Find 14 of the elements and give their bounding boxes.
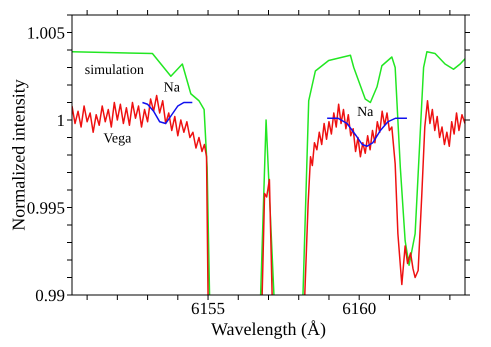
y-tick-label: 0.995 [26, 198, 65, 218]
x-axis-title: Wavelength (Å) [210, 319, 326, 339]
series-label: simulation [84, 63, 144, 78]
y-tick-label: 0.99 [35, 286, 65, 306]
series-label: Vega [103, 131, 132, 146]
annotation: Na [357, 105, 374, 120]
y-axis-title: Normalized intensity [8, 79, 28, 231]
y-tick-label: 1.005 [26, 24, 65, 43]
line-series [142, 102, 194, 124]
x-tick-label: 6160 [342, 299, 376, 318]
annotation: Na [164, 80, 181, 96]
x-tick-label: 6155 [191, 299, 226, 318]
y-tick-label: 1 [56, 111, 65, 130]
line-series [326, 118, 408, 147]
